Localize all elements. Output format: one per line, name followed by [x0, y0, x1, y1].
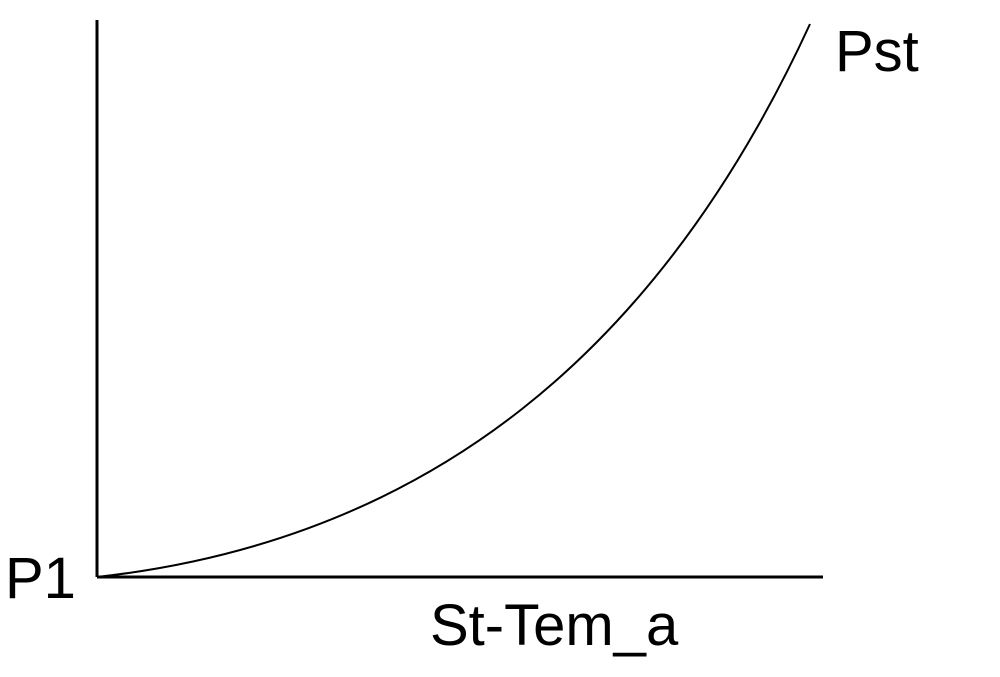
chart-container: Pst P1 St-Tem_a	[0, 0, 1000, 677]
curve	[97, 24, 810, 577]
label-pst: Pst	[835, 18, 919, 85]
label-x-axis: St-Tem_a	[430, 592, 678, 659]
chart-svg	[0, 0, 1000, 677]
label-p1: P1	[5, 545, 76, 612]
